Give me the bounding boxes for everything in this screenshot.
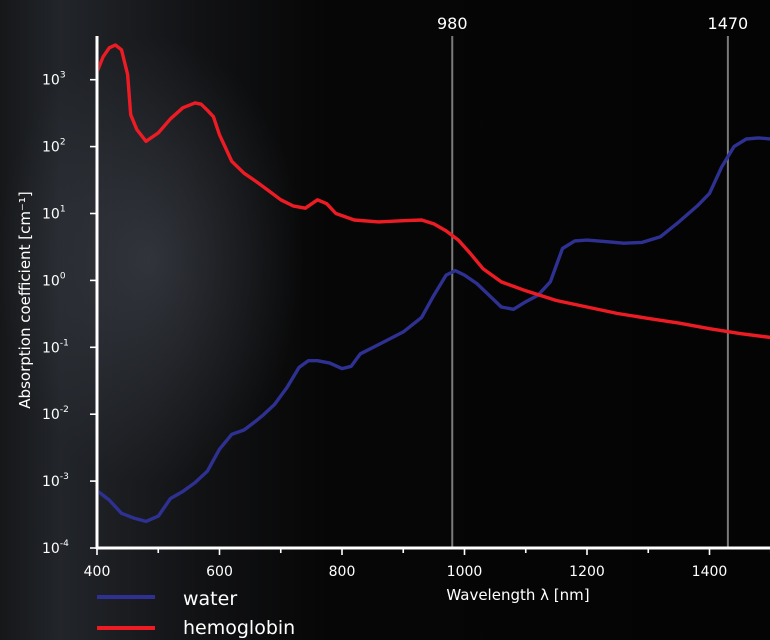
series-line-hemoglobin (99, 43, 770, 340)
y-tick-label-1e3: 103 (42, 71, 66, 89)
legend: water hemoglobin (97, 588, 295, 639)
x-tick-label-600: 600 (206, 564, 233, 580)
marker-label-1470: 1470 (708, 14, 749, 33)
y-tick-label-1e1: 101 (42, 205, 66, 223)
marker-label-980: 980 (437, 14, 468, 33)
x-tick-label-800: 800 (329, 564, 356, 580)
y-tick-label-1e-1: 10-1 (42, 338, 69, 356)
x-axis-title: Wavelength λ [nm] (446, 586, 589, 604)
marker-lines: 980 1470 (437, 14, 748, 548)
x-tick-label-1400: 1400 (692, 564, 728, 580)
x-tick-label-400: 400 (84, 564, 111, 580)
y-ticks: 10-4 10-3 10-2 10-1 100 101 102 103 (42, 71, 97, 557)
y-tick-label-1e0: 100 (42, 271, 66, 289)
x-tick-label-1200: 1200 (569, 564, 605, 580)
y-tick-label-1e-3: 10-3 (42, 472, 69, 490)
series-lines (99, 43, 770, 524)
y-tick-label-1e2: 102 (42, 138, 66, 156)
x-tick-label-1000: 1000 (447, 564, 483, 580)
legend-label-water: water (183, 588, 237, 610)
y-tick-label-1e-2: 10-2 (42, 405, 69, 423)
legend-label-hemoglobin: hemoglobin (183, 617, 295, 639)
y-tick-label-1e-4: 10-4 (42, 539, 69, 557)
series-line-water (99, 136, 770, 524)
x-ticks: 400 600 800 1000 1200 1400 (84, 548, 770, 580)
y-axis-title: Absorption coefficient [cm⁻¹] (16, 191, 34, 408)
